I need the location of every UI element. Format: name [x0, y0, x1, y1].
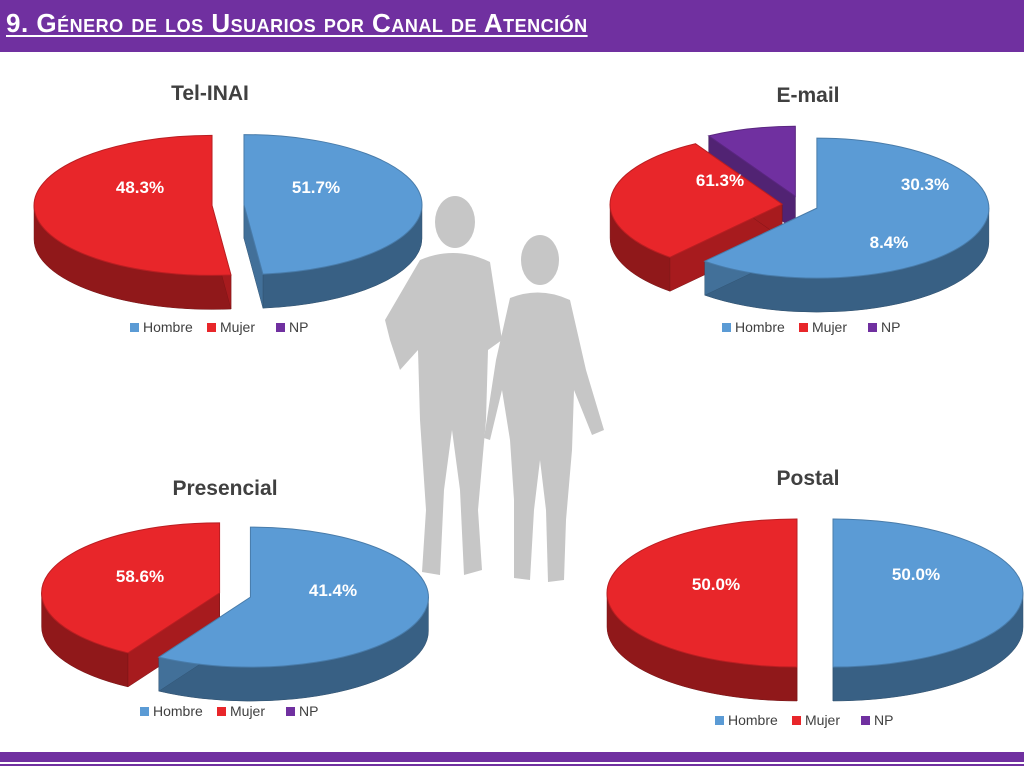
legend-label-hombre: Hombre [728, 712, 778, 728]
legend-item-mujer: Mujer [792, 712, 840, 728]
legend-item-hombre: Hombre [715, 712, 778, 728]
slice-label-mujer: 50.0% [892, 565, 940, 584]
pie-slice-hombre [833, 519, 1023, 701]
pie-slice-mujer [607, 519, 797, 701]
chart-legend: Hombre Mujer NP [715, 712, 893, 728]
legend-label-np: NP [874, 712, 893, 728]
legend-swatch-hombre [715, 716, 724, 725]
legend-swatch-np [861, 716, 870, 725]
legend-item-np: NP [861, 712, 893, 728]
chart-title: Postal [776, 467, 839, 490]
slice-label-hombre: 50.0% [692, 575, 740, 594]
legend-swatch-mujer [792, 716, 801, 725]
legend-label-mujer: Mujer [805, 712, 840, 728]
pie-slices [607, 519, 1023, 701]
